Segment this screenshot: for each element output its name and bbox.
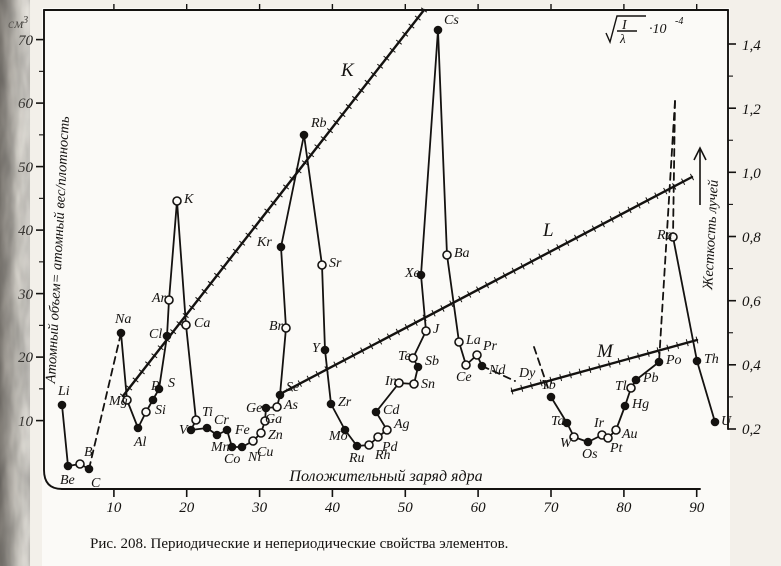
svg-text:Th: Th xyxy=(704,352,719,367)
svg-text:Ba: Ba xyxy=(454,246,470,261)
svg-text:Cl: Cl xyxy=(149,327,162,342)
svg-text:0,8: 0,8 xyxy=(742,230,761,246)
svg-text:C: C xyxy=(91,476,101,491)
svg-text:Zn: Zn xyxy=(268,428,283,443)
svg-text:Pb: Pb xyxy=(642,371,659,386)
svg-text:U: U xyxy=(721,414,732,429)
svg-text:Mg: Mg xyxy=(108,394,128,409)
svg-text:Rb: Rb xyxy=(310,116,327,131)
svg-text:L: L xyxy=(542,220,554,241)
svg-text:Ta: Ta xyxy=(551,414,565,429)
svg-text:W: W xyxy=(560,436,573,451)
svg-text:Cs: Cs xyxy=(444,13,459,28)
svg-text:40: 40 xyxy=(325,500,341,516)
svg-text:P: P xyxy=(150,379,160,394)
svg-text:Li: Li xyxy=(57,384,70,399)
svg-text:Cd: Cd xyxy=(383,403,400,418)
svg-text:Be: Be xyxy=(60,473,75,488)
svg-text:М: М xyxy=(596,341,614,362)
svg-text:Po: Po xyxy=(665,353,682,368)
svg-text:Ra: Ra xyxy=(656,228,673,243)
svg-text:К: К xyxy=(340,60,355,81)
svg-text:Ir: Ir xyxy=(593,416,605,431)
svg-text:Cu: Cu xyxy=(257,445,273,460)
svg-text:Yb: Yb xyxy=(541,378,556,393)
svg-text:Na: Na xyxy=(114,312,131,327)
svg-text:Sn: Sn xyxy=(421,377,435,392)
svg-text:Co: Co xyxy=(224,452,240,467)
svg-text:Kr: Kr xyxy=(256,235,272,250)
svg-text:Mo: Mo xyxy=(328,429,348,444)
svg-text:Ga: Ga xyxy=(265,412,282,427)
svg-text:Sb: Sb xyxy=(425,354,439,369)
svg-text:Ar: Ar xyxy=(151,291,167,306)
svg-text:Nd: Nd xyxy=(488,363,506,378)
svg-text:Cr: Cr xyxy=(214,413,229,428)
svg-text:Pt: Pt xyxy=(609,441,624,456)
svg-text:30: 30 xyxy=(251,500,268,516)
svg-text:50: 50 xyxy=(398,500,414,516)
svg-text:Xe: Xe xyxy=(404,266,420,281)
svg-text:-4: -4 xyxy=(675,16,683,27)
svg-text:Ge: Ge xyxy=(246,401,262,416)
svg-text:·10: ·10 xyxy=(649,22,667,37)
svg-text:1,0: 1,0 xyxy=(742,166,761,182)
svg-text:Tl: Tl xyxy=(615,379,627,394)
svg-text:Si: Si xyxy=(155,403,166,418)
svg-text:λ: λ xyxy=(619,31,626,46)
svg-text:90: 90 xyxy=(689,500,705,516)
svg-text:Ce: Ce xyxy=(456,370,472,385)
svg-text:Hg: Hg xyxy=(631,397,649,412)
svg-text:Ti: Ti xyxy=(202,405,213,420)
svg-text:Рис. 208. Периодические и непе: Рис. 208. Периодические и непериодически… xyxy=(90,536,508,552)
svg-text:Dy: Dy xyxy=(518,366,536,381)
svg-text:0,2: 0,2 xyxy=(742,422,761,438)
svg-text:60: 60 xyxy=(471,500,487,516)
svg-text:Sr: Sr xyxy=(329,256,342,271)
svg-text:Br: Br xyxy=(269,319,284,334)
svg-text:J: J xyxy=(433,322,440,337)
svg-text:Ag: Ag xyxy=(393,417,410,432)
svg-text:B: B xyxy=(84,445,93,460)
svg-text:Se: Se xyxy=(286,380,299,395)
svg-text:Te: Te xyxy=(398,349,411,364)
svg-text:La: La xyxy=(465,333,481,348)
svg-text:Os: Os xyxy=(582,447,598,462)
svg-text:0,6: 0,6 xyxy=(742,294,761,310)
svg-text:Положительный заряд ядра: Положительный заряд ядра xyxy=(288,468,482,485)
svg-text:Pr: Pr xyxy=(482,339,498,354)
svg-text:Al: Al xyxy=(133,435,147,450)
svg-text:Fe: Fe xyxy=(234,423,250,438)
svg-text:Au: Au xyxy=(621,427,638,442)
svg-text:20: 20 xyxy=(179,500,195,516)
svg-text:In: In xyxy=(384,374,397,389)
svg-text:K: K xyxy=(183,192,194,207)
svg-text:1,4: 1,4 xyxy=(742,38,761,54)
svg-text:S: S xyxy=(168,376,175,391)
svg-text:0,4: 0,4 xyxy=(742,358,761,374)
svg-text:As: As xyxy=(283,398,299,413)
svg-text:Ca: Ca xyxy=(194,316,210,331)
svg-text:10: 10 xyxy=(106,500,122,516)
svg-text:Ru: Ru xyxy=(348,451,365,466)
svg-text:Zr: Zr xyxy=(338,395,352,410)
svg-text:Pd: Pd xyxy=(381,440,399,455)
svg-text:80: 80 xyxy=(616,500,632,516)
svg-text:1,2: 1,2 xyxy=(742,102,761,118)
svg-text:70: 70 xyxy=(544,500,560,516)
svg-text:V: V xyxy=(179,423,189,438)
